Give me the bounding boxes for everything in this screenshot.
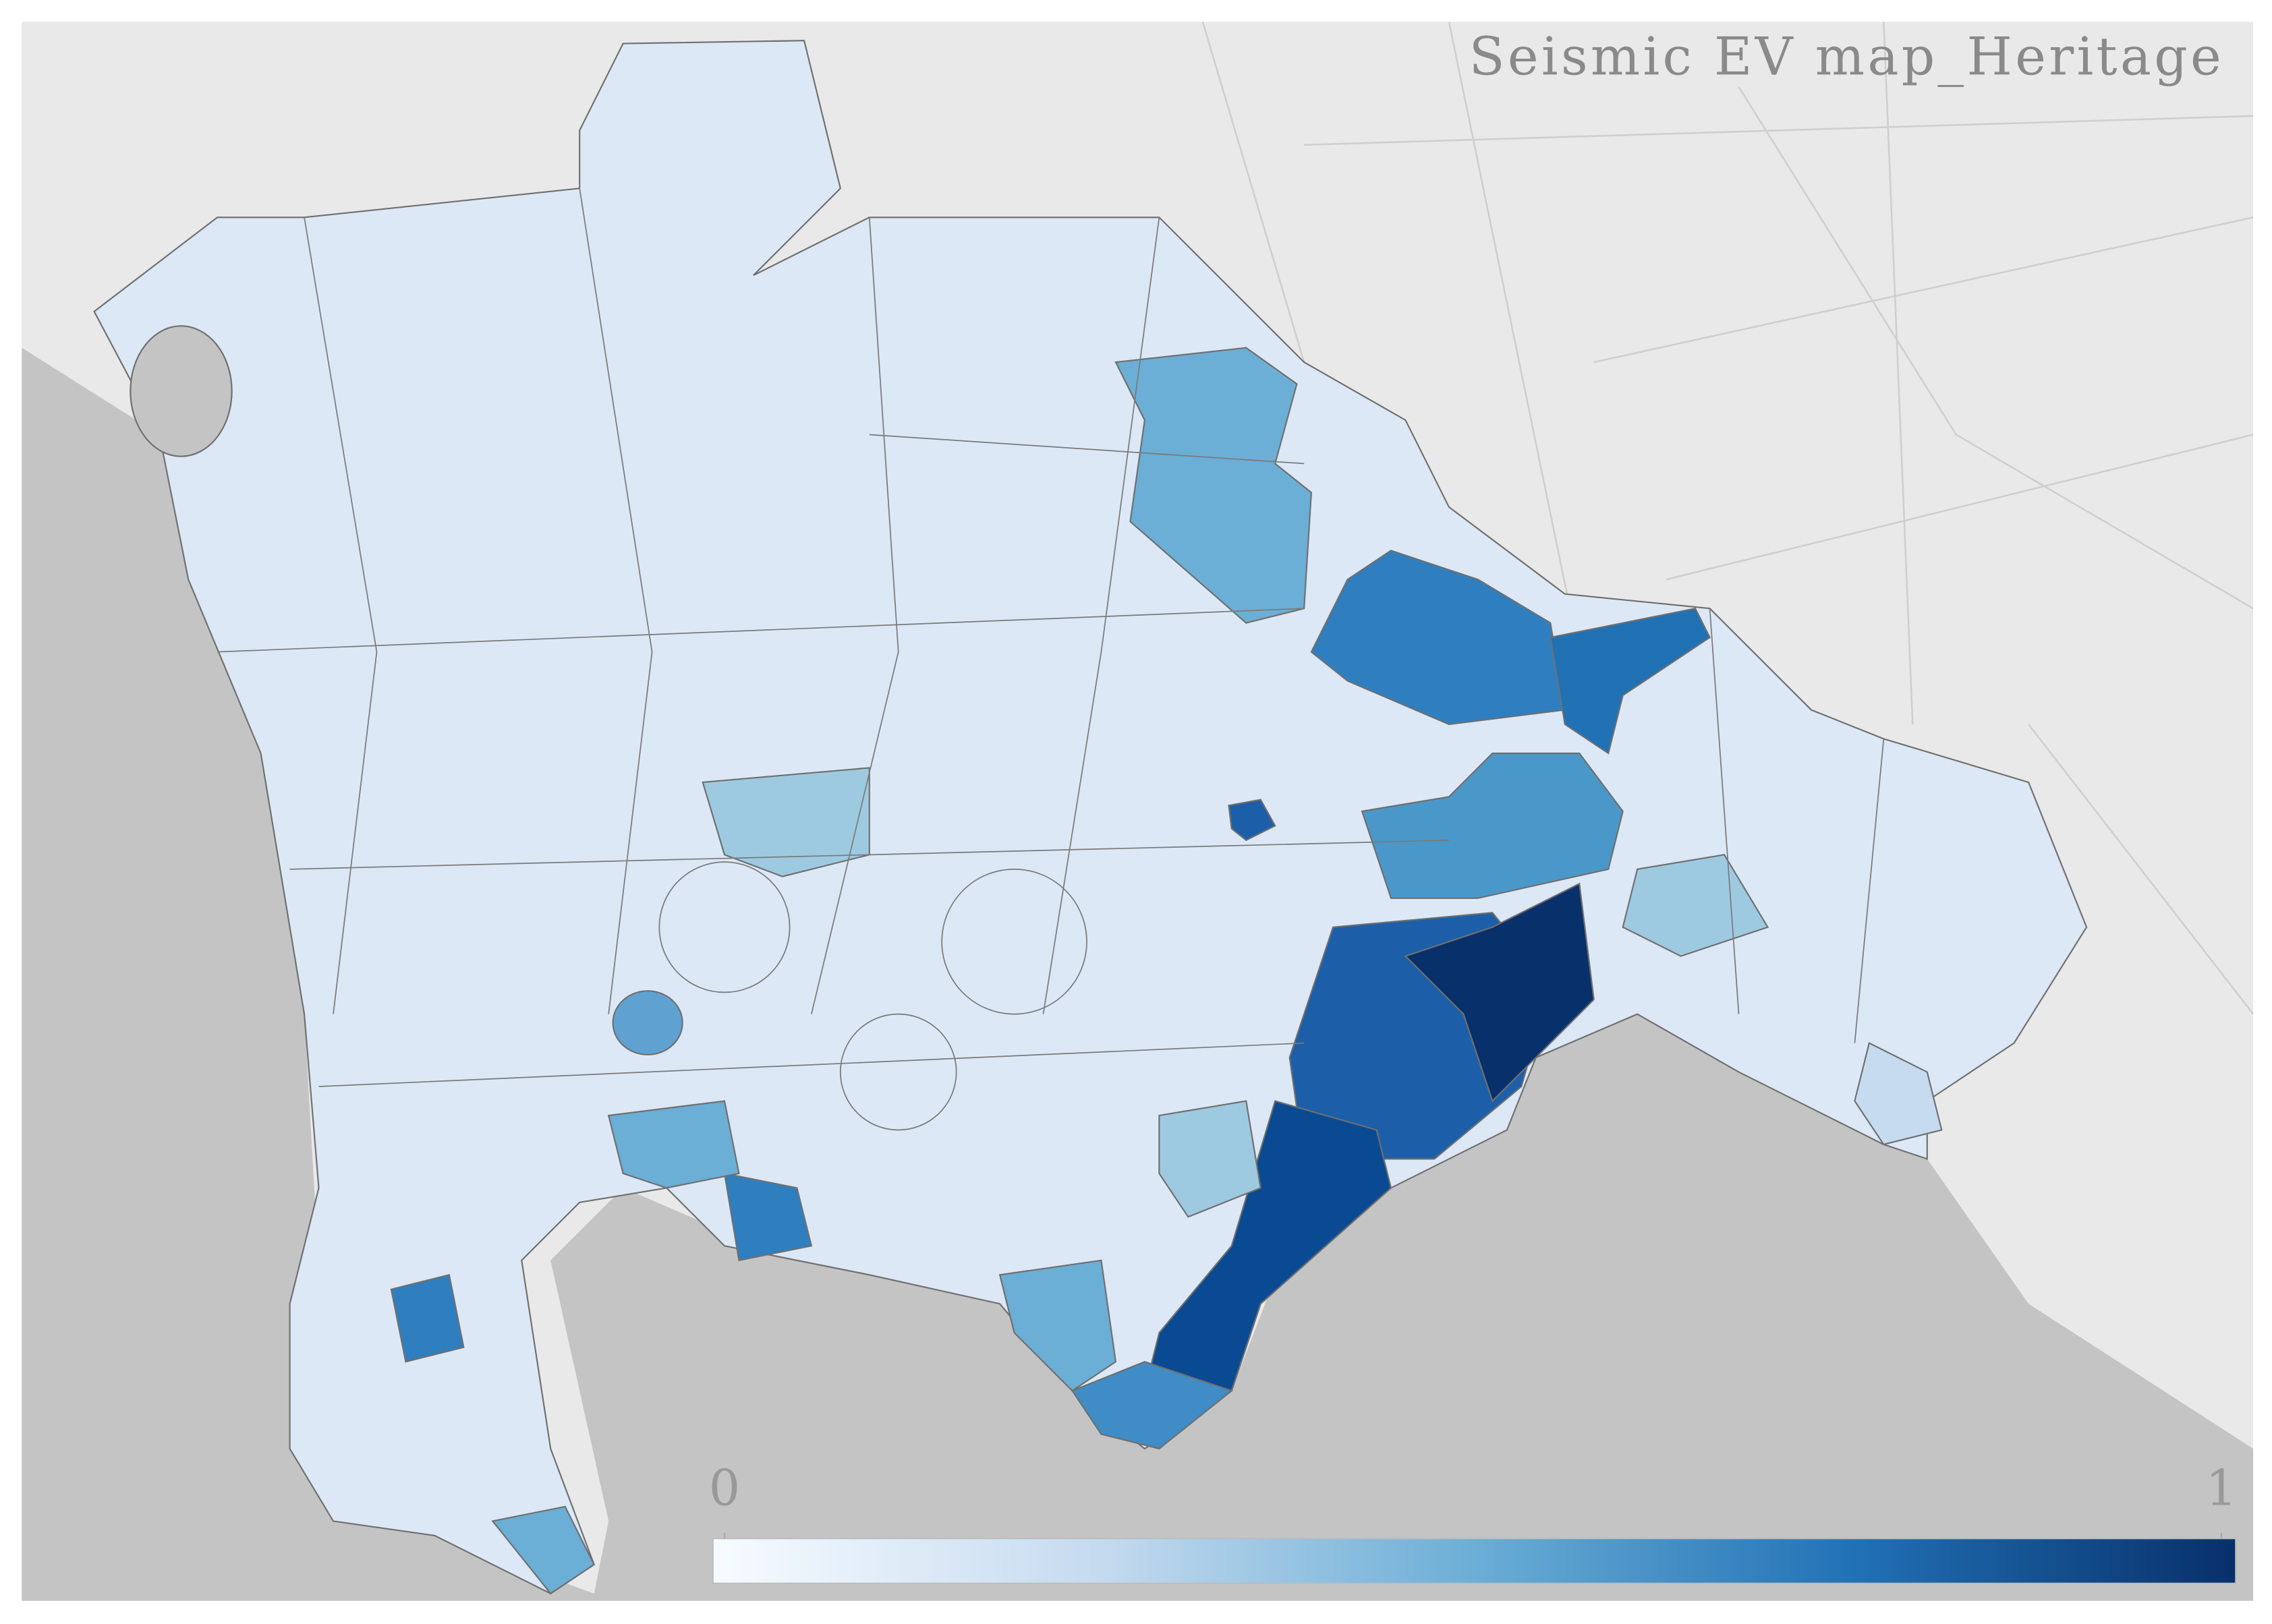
municipal-area	[93, 40, 2088, 1595]
colorbar-tick-label: 1	[2206, 1459, 2237, 1517]
colorbar-tick-label: 0	[709, 1459, 740, 1517]
district-borders	[217, 188, 1885, 1131]
sea	[22, 347, 2254, 1601]
colorbar	[712, 1538, 2237, 1584]
districts	[130, 325, 1943, 1595]
road-network	[1201, 21, 2254, 1015]
map-title: Seismic EV map_Heritage	[1469, 26, 2225, 87]
